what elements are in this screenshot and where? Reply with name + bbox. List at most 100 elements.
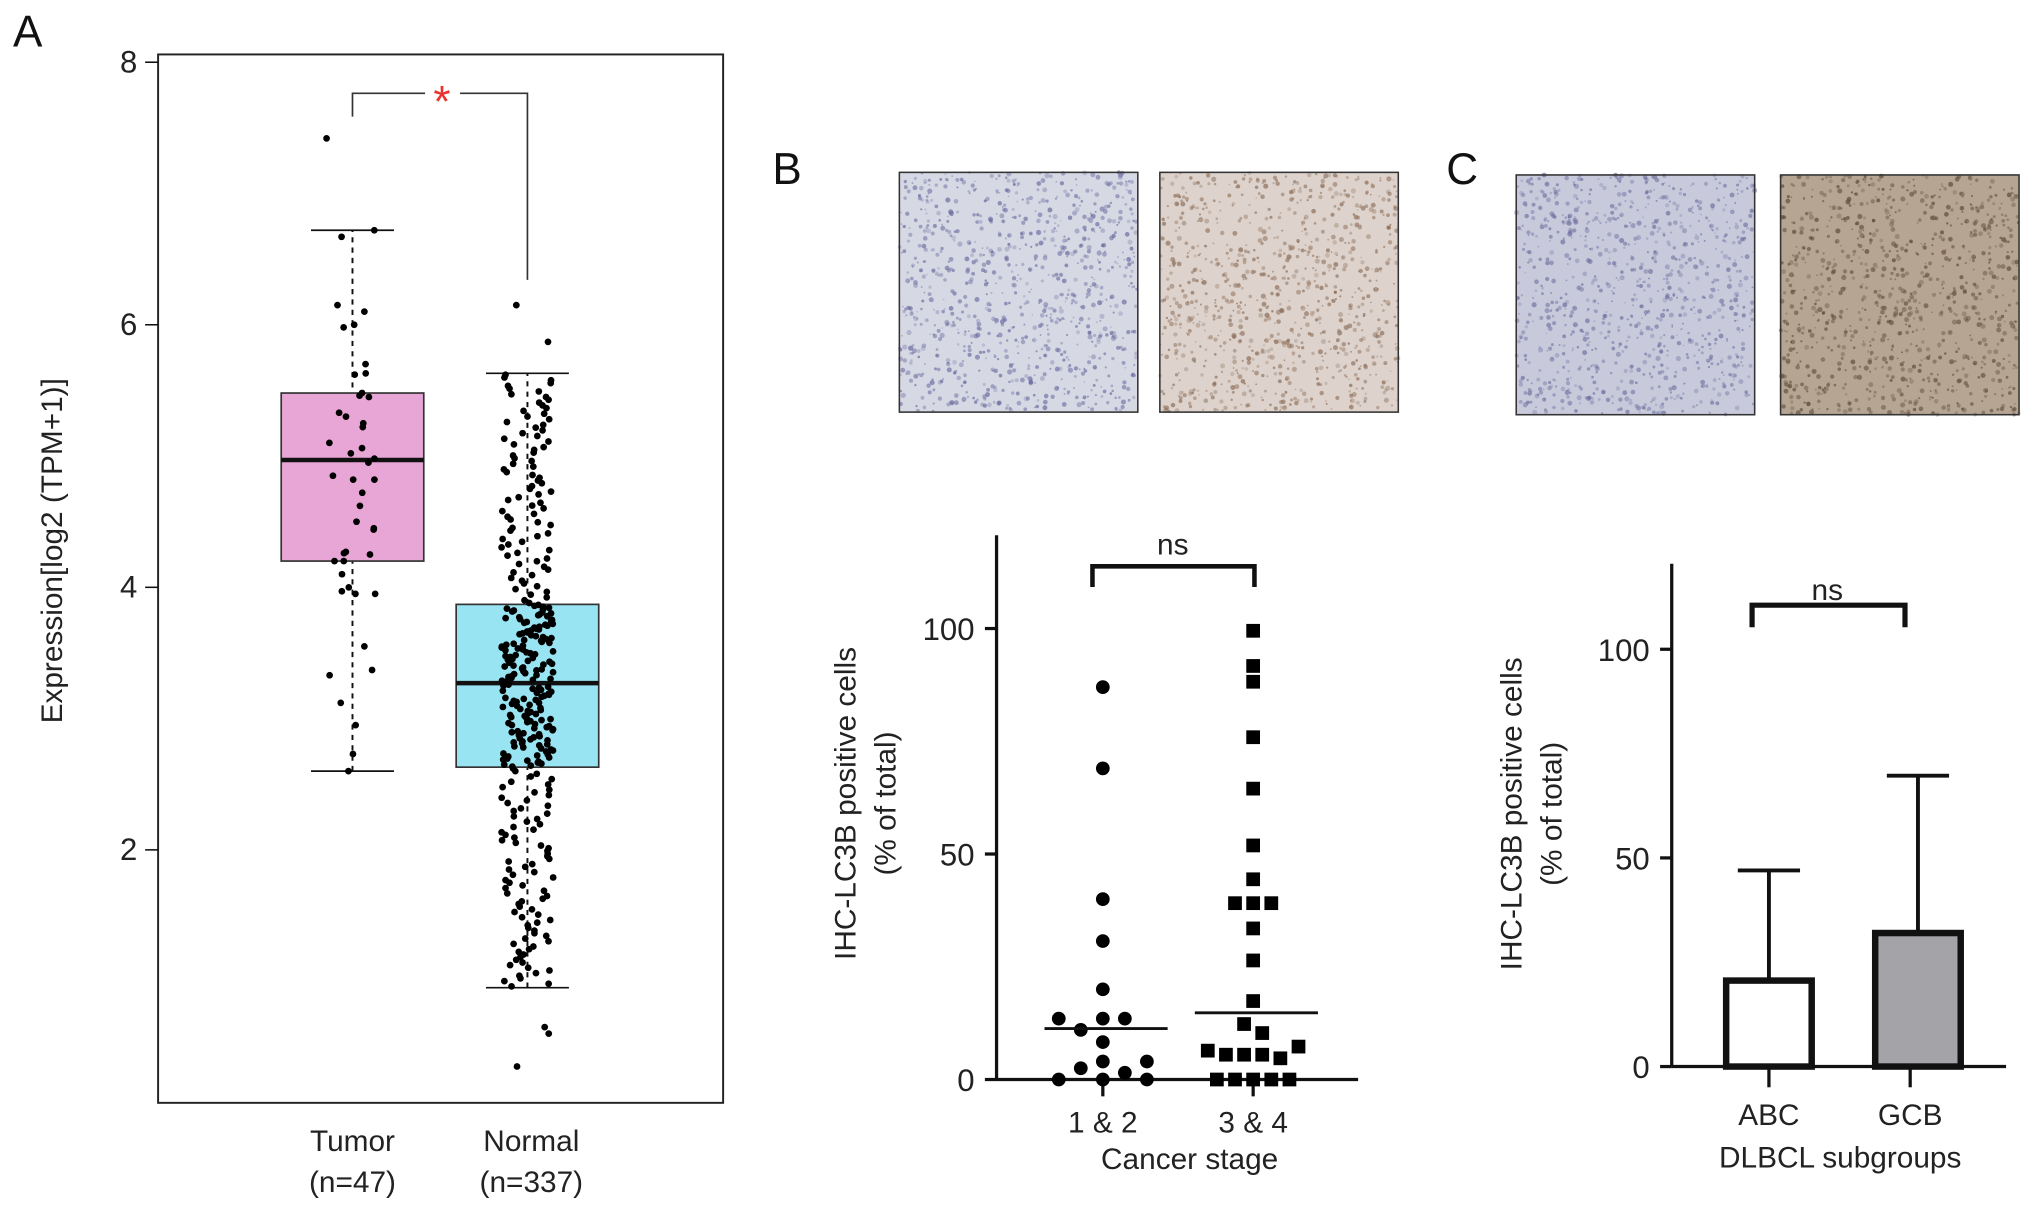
histology-cell — [968, 279, 974, 285]
histology-cell — [1318, 322, 1322, 325]
histology-cell — [1654, 403, 1658, 407]
histology-cell — [1972, 259, 1975, 263]
panel-a-point-normal — [512, 585, 519, 593]
histology-cell — [1615, 277, 1618, 279]
histology-cell — [1191, 357, 1197, 362]
histology-cell — [1925, 347, 1931, 352]
histology-cell — [1590, 247, 1594, 251]
histology-cell — [1793, 262, 1799, 267]
histology-cell — [1191, 277, 1196, 282]
histology-cell — [1634, 242, 1637, 246]
histology-cell — [1212, 199, 1216, 203]
histology-cell — [1678, 258, 1681, 261]
histology-cell — [1914, 309, 1920, 314]
histology-cell — [1060, 292, 1064, 297]
histology-cell — [1900, 367, 1905, 372]
histology-cell — [1296, 289, 1302, 295]
histology-cell — [1213, 390, 1218, 395]
histology-cell — [1833, 262, 1838, 267]
histology-cell — [1736, 355, 1740, 359]
panel-a-point-normal — [511, 908, 518, 916]
histology-cell — [1803, 296, 1808, 300]
histology-cell — [993, 355, 997, 359]
histology-cell — [1545, 257, 1550, 262]
histology-cell — [1255, 177, 1260, 181]
histology-cell — [1619, 173, 1625, 179]
histology-cell — [1311, 254, 1315, 258]
histology-cell — [1364, 191, 1369, 195]
histology-cell — [1192, 181, 1197, 186]
histology-cell — [1650, 386, 1654, 391]
panel-b-point-stage12 — [1095, 1072, 1110, 1087]
panel-a-point-normal — [509, 460, 517, 468]
histology-cell — [1638, 277, 1642, 281]
histology-cell — [921, 243, 927, 249]
histology-cell — [1170, 257, 1176, 263]
histology-cell — [1241, 177, 1246, 181]
histology-cell — [1898, 331, 1903, 336]
histology-cell — [1827, 318, 1831, 322]
histology-cell — [1864, 181, 1867, 183]
panel-a-point-normal — [540, 887, 548, 895]
histology-cell — [1275, 235, 1280, 239]
histology-cell — [1868, 232, 1872, 236]
histology-cell — [1228, 318, 1232, 323]
histology-cell — [1217, 309, 1220, 313]
histology-cell — [1833, 336, 1837, 340]
panel-b-point-stage34 — [1209, 1072, 1224, 1087]
histology-cell — [1963, 381, 1968, 386]
histology-cell — [1032, 325, 1038, 331]
histology-cell — [1018, 247, 1021, 250]
histology-cell — [923, 247, 929, 253]
histology-cell — [1093, 202, 1097, 206]
histology-cell — [1599, 182, 1604, 188]
histology-cell — [1352, 213, 1356, 216]
histology-cell — [1793, 310, 1799, 316]
histology-cell — [949, 400, 955, 405]
histology-cell — [1616, 177, 1622, 183]
histology-cell — [1840, 356, 1844, 360]
histology-cell — [1994, 193, 1998, 197]
histology-cell — [1521, 247, 1526, 251]
histology-cell — [992, 400, 996, 404]
histology-cell — [1694, 312, 1696, 315]
histology-cell — [985, 293, 988, 296]
panel-a-point-normal — [535, 758, 542, 765]
histology-cell — [1969, 183, 1972, 186]
histology-cell — [1188, 391, 1193, 396]
histology-cell — [1111, 233, 1116, 239]
histology-cell — [1214, 283, 1220, 289]
histology-cell — [1375, 279, 1378, 282]
histology-cell — [1017, 352, 1020, 355]
histology-cell — [972, 314, 977, 319]
histology-cell — [934, 204, 939, 209]
histology-cell — [1327, 302, 1332, 307]
histology-cell — [1551, 314, 1555, 318]
histology-cell — [1709, 223, 1714, 229]
histology-cell — [953, 400, 959, 406]
histology-cell — [1010, 270, 1014, 273]
histology-cell — [923, 291, 926, 294]
histology-cell — [1986, 225, 1992, 230]
histology-cell — [1179, 216, 1183, 220]
histology-cell — [1579, 200, 1584, 205]
histology-cell — [1624, 396, 1630, 402]
histology-cell — [1052, 308, 1057, 313]
histology-cell — [1802, 198, 1805, 200]
histology-cell — [1393, 184, 1397, 188]
panel-b-point-stage34 — [1200, 1043, 1215, 1058]
histology-cell — [1214, 304, 1218, 308]
histology-cell — [1534, 289, 1538, 293]
histology-cell — [1553, 196, 1556, 199]
panel-a-point-normal — [533, 432, 541, 440]
histology-cell — [1383, 397, 1389, 403]
histology-cell — [1199, 303, 1202, 306]
histology-cell — [1188, 401, 1192, 406]
histology-cell — [1194, 340, 1197, 343]
histology-cell — [1700, 213, 1702, 216]
histology-cell — [1248, 180, 1251, 184]
panel-a-significance-bracket-right — [460, 92, 529, 280]
histology-cell — [983, 282, 989, 287]
histology-cell — [1050, 360, 1055, 365]
histology-cell — [1203, 244, 1206, 247]
